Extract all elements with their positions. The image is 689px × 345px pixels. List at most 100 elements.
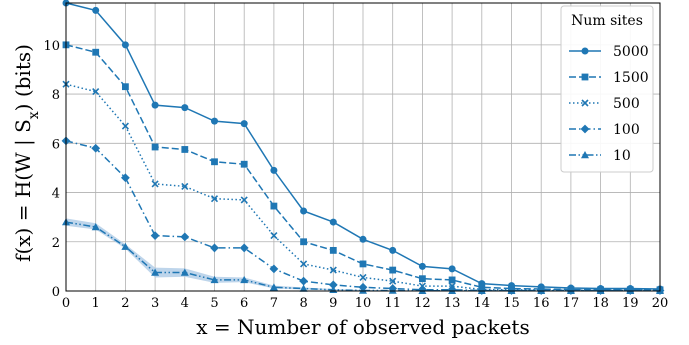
legend-marker: [581, 151, 589, 159]
data-point: [419, 275, 426, 283]
x-tick-label: 13: [444, 296, 461, 311]
x-tick-label: 9: [329, 296, 337, 311]
x-tick-label: 2: [121, 296, 129, 311]
y-tick-label: 0: [52, 285, 60, 300]
data-point: [211, 117, 218, 125]
data-point: [121, 242, 130, 250]
data-point: [181, 104, 189, 112]
x-tick-label: 0: [62, 296, 70, 311]
data-point: [359, 235, 367, 243]
data-point: [91, 143, 101, 153]
data-point: [180, 232, 190, 242]
data-point: [537, 286, 546, 294]
x-tick-label: 3: [151, 296, 159, 311]
x-tick-label: 6: [240, 296, 248, 311]
y-tick-label: 8: [52, 88, 60, 103]
data-point: [92, 48, 100, 56]
data-point: [328, 280, 338, 290]
x-tick-label: 4: [181, 296, 189, 311]
data-point: [92, 88, 100, 96]
x-tick-label: 16: [533, 296, 550, 311]
x-tick-label: 12: [414, 296, 431, 311]
x-tick-label: 11: [384, 296, 401, 311]
y-tick-label: 4: [52, 187, 60, 202]
x-tick-label: 18: [592, 296, 609, 311]
x-tick-label: 10: [355, 296, 372, 311]
data-point: [359, 273, 367, 282]
y-axis-label: f(x) = H(W | Sx) (bits): [11, 44, 42, 262]
data-point: [151, 143, 159, 151]
legend-label: 1500: [613, 70, 649, 86]
data-point: [359, 260, 367, 268]
x-tick-label: 20: [652, 296, 669, 311]
data-point: [211, 158, 218, 166]
data-point: [181, 146, 189, 153]
legend-item-1500: 1500: [569, 70, 649, 86]
legend-label: 10: [613, 148, 631, 164]
x-tick-label: 17: [563, 296, 580, 311]
y-axis-label-end: ) (bits): [11, 44, 35, 111]
x-tick-label: 8: [299, 296, 307, 311]
data-point: [359, 286, 367, 294]
data-point: [240, 275, 249, 284]
legend-item-10: 10: [569, 148, 631, 164]
x-tick-label: 1: [92, 296, 100, 311]
data-point: [269, 264, 279, 274]
data-point: [121, 122, 129, 130]
y-tick-label: 10: [43, 39, 60, 54]
data-point: [329, 246, 337, 254]
data-point: [448, 276, 456, 284]
legend-item-500: 500: [569, 96, 640, 112]
data-point: [596, 286, 605, 294]
data-point: [448, 265, 456, 273]
x-tick-label: 7: [270, 296, 278, 311]
data-point: [121, 41, 129, 49]
data-point: [151, 268, 160, 276]
y-axis-label-main: f(x) = H(W | S: [11, 119, 36, 262]
data-point: [329, 266, 337, 274]
legend-label: 500: [613, 96, 640, 112]
data-point: [151, 180, 159, 188]
x-axis-label: x = Number of observed packets: [196, 315, 529, 339]
series-lines: [61, 0, 665, 295]
data-point: [299, 276, 308, 286]
legend-label: 5000: [613, 44, 649, 60]
data-point: [388, 286, 397, 294]
data-point: [181, 182, 189, 190]
data-point: [389, 246, 397, 254]
legend: Num sites 5000 1500 500 100 10: [560, 5, 654, 173]
data-point: [239, 243, 249, 253]
data-point: [92, 6, 100, 14]
data-point: [329, 218, 337, 226]
data-point: [389, 266, 397, 274]
legend-items: 5000 1500 500 100 10: [569, 44, 649, 164]
data-point: [122, 83, 129, 91]
data-point: [269, 283, 278, 291]
x-tick-label: 19: [622, 296, 639, 311]
data-point: [566, 286, 575, 294]
data-point: [210, 195, 219, 203]
data-point: [91, 223, 100, 231]
data-point: [151, 101, 159, 109]
data-point: [150, 231, 160, 241]
data-point: [300, 260, 308, 268]
data-point: [418, 286, 427, 294]
plot-frame: [65, 2, 661, 292]
x-tick-label: 14: [474, 296, 491, 311]
y-tick-label: 6: [52, 137, 60, 152]
data-point: [299, 284, 308, 292]
legend-marker: [581, 47, 589, 55]
data-point: [626, 286, 635, 294]
data-point: [507, 286, 516, 294]
data-point: [448, 286, 457, 294]
data-point: [270, 232, 278, 240]
legend-item-100: 100: [569, 122, 640, 138]
x-tick-label: 5: [210, 296, 218, 311]
legend-label: 100: [613, 122, 640, 138]
data-point: [180, 268, 189, 276]
data-point: [270, 166, 278, 174]
data-point: [240, 196, 248, 204]
data-point: [121, 173, 130, 183]
x-tick-label: 15: [503, 296, 520, 311]
